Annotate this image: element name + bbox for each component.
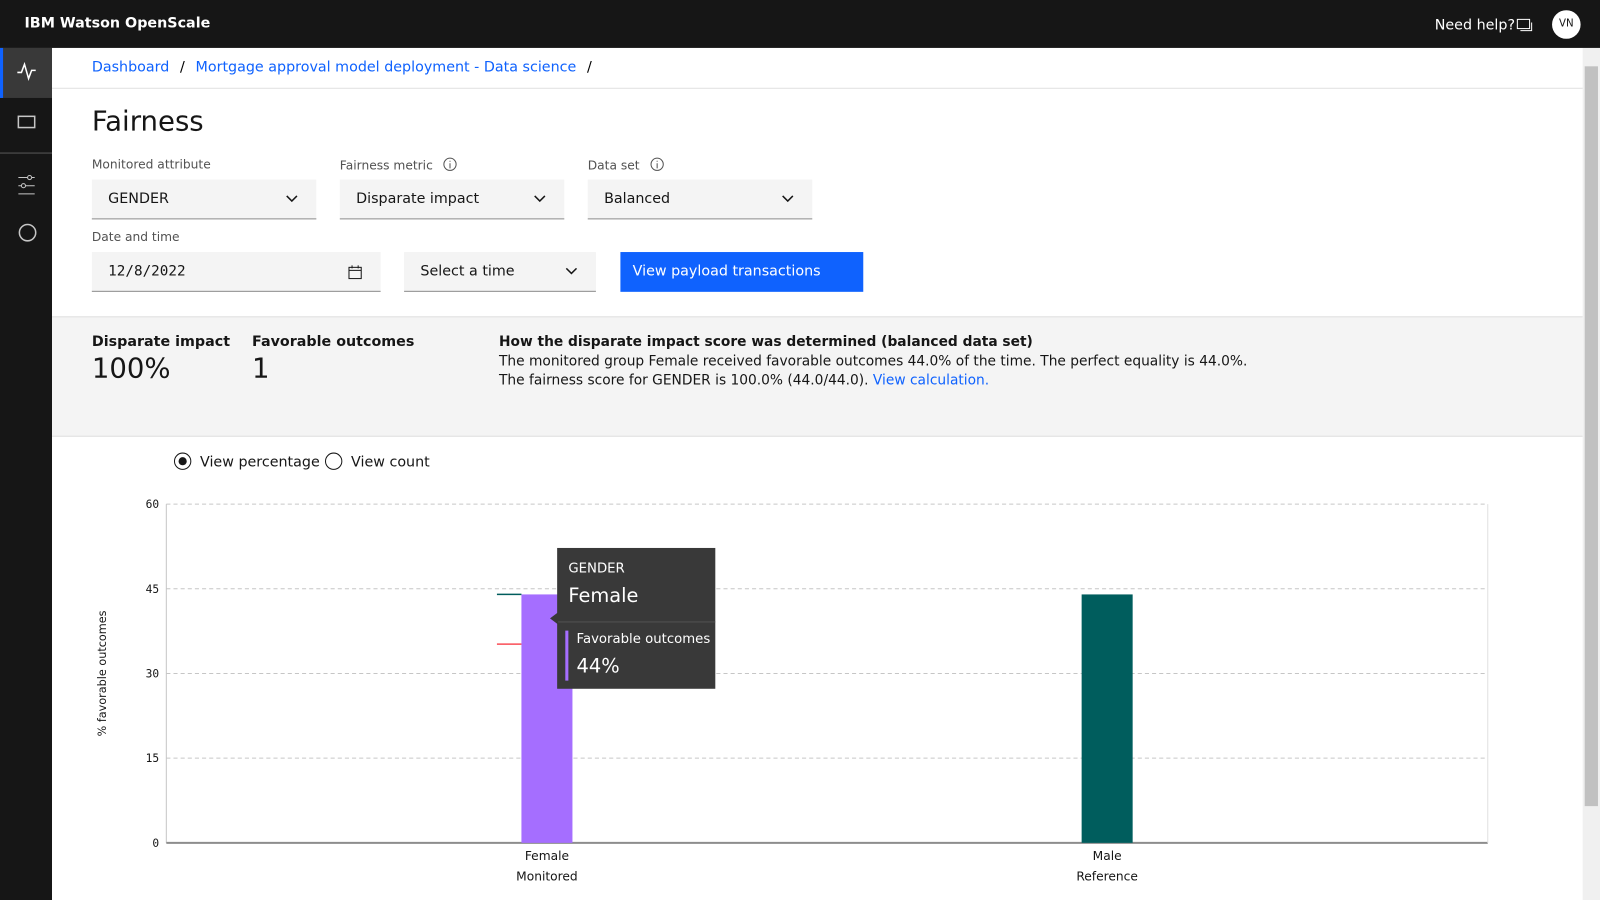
page-title: Fairness <box>91 106 204 138</box>
breadcrumb-link[interactable]: Mortgage approval model deployment - Dat… <box>195 59 577 76</box>
time-dropdown[interactable]: Select a time <box>404 252 596 292</box>
x-tick-label: Female <box>525 849 569 863</box>
label-text: Data set <box>587 158 640 173</box>
metric-label: Favorable outcomes <box>252 333 415 350</box>
dropdown-value: Disparate impact <box>356 190 480 208</box>
bar <box>1081 594 1133 843</box>
top-bar: IBM Watson OpenScale Need help? VN <box>0 0 1600 48</box>
dropdown[interactable]: GENDER <box>91 179 317 220</box>
dropdown-value: GENDER <box>108 190 169 208</box>
field-label: Fairness metric <box>340 157 457 172</box>
tooltip-category: Female <box>568 584 639 608</box>
tooltip-value: 44% <box>576 655 620 678</box>
label-text: Fairness metric <box>339 158 433 173</box>
x-group-label: Reference <box>1076 870 1138 884</box>
date-value: 12/8/2022 <box>108 263 186 280</box>
tooltip: GENDER Female Favorable outcomes 44% <box>557 547 716 689</box>
breadcrumb-link[interactable]: Dashboard <box>91 59 170 76</box>
nav-active[interactable] <box>0 47 53 98</box>
help-icon <box>1516 18 1533 32</box>
y-tick-label: 15 <box>146 752 160 765</box>
tooltip-caret <box>549 612 559 625</box>
explanation-row: The fairness score for GENDER is 100.0% … <box>499 372 989 388</box>
metric-label: Disparate impact <box>91 333 231 350</box>
y-tick-label: 30 <box>146 668 160 681</box>
y-axis-label: % favorable outcomes <box>96 610 109 736</box>
tooltip-swatch <box>565 630 569 681</box>
field-label: Monitored attribute <box>91 157 211 172</box>
field-label: Data set <box>588 157 664 172</box>
radio-label: View count <box>351 454 430 471</box>
primary-button[interactable]: View payload transactions <box>620 252 864 292</box>
radio-option[interactable]: View percentage <box>173 452 320 471</box>
metric-value: 100% <box>91 353 171 385</box>
summary-panel <box>52 316 1583 437</box>
x-tick-label: Male <box>1093 849 1122 863</box>
x-group-label: Monitored <box>516 870 578 884</box>
radio-label: View percentage <box>199 454 320 471</box>
field-label: Date and time <box>91 229 180 244</box>
tooltip-title: GENDER <box>568 561 625 577</box>
separator: / <box>180 59 185 76</box>
separator: / <box>586 59 592 76</box>
dropdown[interactable]: Disparate impact <box>339 179 565 220</box>
explanation-title: How the disparate impact score was deter… <box>498 333 1033 350</box>
help-link[interactable]: Need help? <box>1434 17 1516 34</box>
divider <box>52 87 1583 89</box>
explanation-line: The monitored group Female received favo… <box>498 353 1248 370</box>
dropdown[interactable]: Balanced <box>587 179 813 220</box>
avatar[interactable]: VN <box>1552 10 1581 39</box>
nav-icons <box>0 61 53 242</box>
y-tick-label: 45 <box>146 583 160 596</box>
y-tick-label: 60 <box>146 498 160 511</box>
scrollbar[interactable] <box>1582 47 1600 900</box>
side-nav <box>0 47 53 900</box>
tooltip-label: Favorable outcomes <box>576 631 711 647</box>
y-tick-label: 0 <box>152 837 159 850</box>
metric-value: 1 <box>252 353 270 385</box>
time-placeholder: Select a time <box>420 263 515 280</box>
calculation-link[interactable]: View calculation. <box>872 372 990 389</box>
radio-option[interactable]: View count <box>324 452 430 471</box>
dropdown-value: Balanced <box>604 190 671 208</box>
explanation-line: The fairness score for GENDER is 100.0% … <box>498 372 869 389</box>
product-name[interactable]: IBM Watson OpenScale <box>24 15 211 32</box>
date-picker[interactable]: 12/8/2022 <box>91 252 381 292</box>
breadcrumb: Dashboard / Mortgage approval model depl… <box>92 59 598 75</box>
